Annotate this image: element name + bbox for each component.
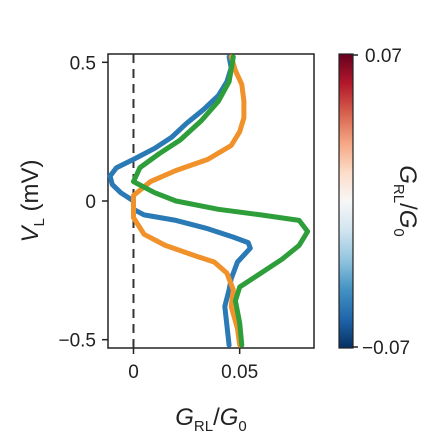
y-tick-label: −0.5 — [58, 331, 96, 352]
colorbar-min-label: −0.07 — [362, 338, 410, 359]
colorbar-max-label: 0.07 — [365, 46, 402, 67]
y-axis-ticks: 0.5 0 −0.5 — [58, 53, 108, 352]
series-line-1 — [107, 54, 253, 348]
plot-area: 0 0.05 0.50−0.5 — [58, 53, 315, 383]
y-tick-label: 0 — [85, 192, 96, 213]
x-tick-label: 0.05 — [221, 362, 258, 383]
plot-frame — [107, 53, 315, 349]
colorbar-gradient — [338, 53, 354, 349]
series-layer — [107, 54, 311, 348]
y-tick-label: 0.5 — [70, 53, 96, 74]
colorbar: 0.07 −0.07 GRL/G0 — [338, 46, 421, 359]
x-tick-label: 0 — [128, 362, 139, 383]
series-line-3 — [131, 54, 311, 348]
colorbar-label: GRL/G0 — [390, 165, 421, 237]
y-axis-label: VL (mV) — [17, 159, 48, 242]
x-axis-label: GRL/G0 — [175, 404, 247, 435]
x-axis-ticks: 0 0.05 — [128, 348, 258, 383]
series-line-2 — [131, 54, 247, 348]
